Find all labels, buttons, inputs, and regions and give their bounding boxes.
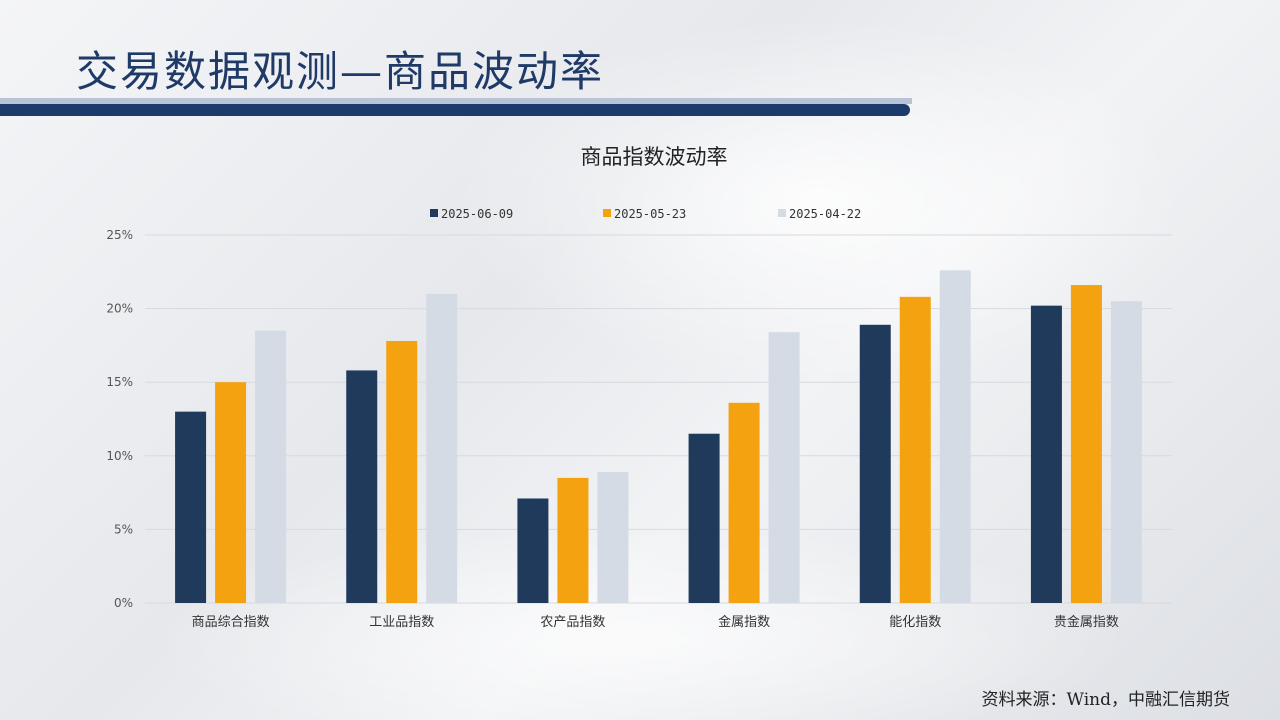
legend-label: 2025-05-23 [614,207,686,221]
x-tick-label: 农产品指数 [540,615,605,630]
bar [215,382,247,603]
legend-label: 2025-04-22 [789,207,861,221]
y-tick-label: 25% [106,228,133,242]
legend-label: 2025-06-09 [441,207,513,221]
bar [688,433,720,603]
bar [255,330,287,603]
bar [899,296,931,603]
x-tick-label: 工业品指数 [369,615,434,630]
bar [768,332,800,603]
x-tick-label: 贵金属指数 [1054,614,1119,630]
bar [939,270,971,603]
bar [386,340,418,603]
source-note: 资料来源：Wind，中融汇信期货 [981,690,1230,710]
bar [1110,301,1142,603]
bar [859,324,891,603]
chart-title: 商品指数波动率 [581,145,728,169]
legend-swatch [778,209,786,217]
bar [1070,285,1102,603]
y-tick-label: 10% [106,449,133,463]
x-tick-label: 金属指数 [718,614,770,630]
legend-swatch [603,209,611,217]
bar [346,370,378,603]
bar [426,293,458,603]
bar [597,471,629,603]
bar [175,411,207,603]
y-tick-label: 5% [114,522,133,536]
x-tick-label: 能化指数 [889,615,941,630]
legend-swatch [430,209,438,217]
y-tick-label: 0% [114,596,133,610]
page-title: 交易数据观测—商品波动率 [76,47,605,96]
bar [557,477,589,603]
header-rule-accent [0,98,912,104]
x-tick-label: 商品综合指数 [192,615,270,630]
header-rule [0,104,910,116]
bar [728,402,760,603]
y-tick-label: 20% [106,302,133,316]
bar [517,498,549,603]
y-tick-label: 15% [106,375,133,389]
bar [1030,305,1062,603]
